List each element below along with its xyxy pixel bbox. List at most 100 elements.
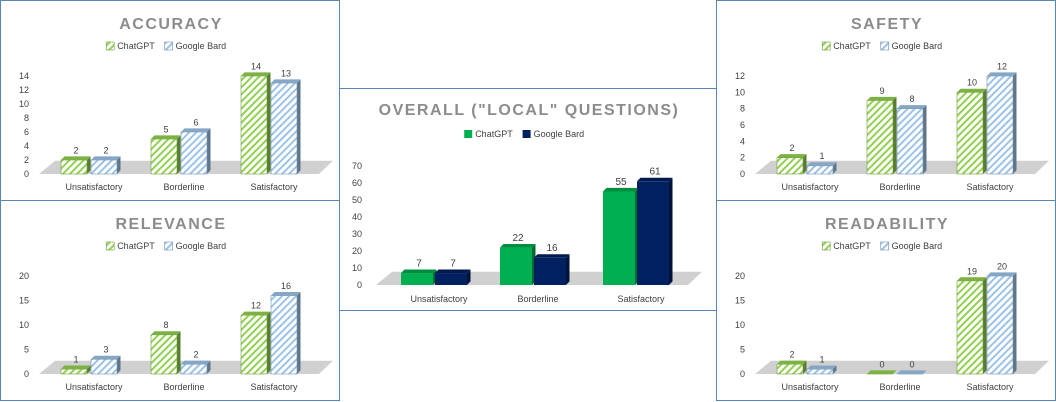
bar-bard-unsatisfactory — [807, 366, 837, 375]
y-tick-label: 12 — [19, 85, 29, 95]
y-tick-label: 10 — [735, 87, 745, 97]
bar-bard-satisfactory — [637, 178, 673, 285]
bar-value-label: 1 — [819, 355, 824, 365]
y-tick-label: 15 — [735, 296, 745, 306]
legend-label: ChatGPT — [833, 41, 871, 51]
bar-value-label: 0 — [909, 359, 914, 369]
bar-chatgpt-unsatisfactory — [61, 156, 91, 174]
legend-label: ChatGPT — [833, 241, 871, 251]
y-tick-label: 30 — [352, 229, 362, 239]
bar-bard-unsatisfactory — [91, 156, 121, 174]
x-category-label: Unsatisfactory — [781, 182, 839, 192]
y-tick-label: 60 — [352, 178, 362, 188]
bar-chatgpt-satisfactory — [241, 72, 271, 174]
y-tick-label: 20 — [352, 246, 362, 256]
bar-value-label: 14 — [251, 61, 261, 71]
bar-value-label: 2 — [789, 143, 794, 153]
bar-value-label: 2 — [103, 145, 108, 155]
y-tick-label: 70 — [352, 161, 362, 171]
y-tick-label: 10 — [19, 320, 29, 330]
x-category-label: Borderline — [879, 182, 920, 192]
x-category-label: Satisfactory — [250, 382, 298, 392]
legend-swatch-bard — [523, 130, 531, 138]
legend-label: ChatGPT — [475, 129, 513, 139]
bar-value-label: 61 — [649, 167, 661, 178]
bar-chatgpt-unsatisfactory — [401, 270, 437, 286]
bar-value-label: 20 — [997, 261, 1007, 271]
y-tick-label: 40 — [352, 212, 362, 222]
y-tick-label: 15 — [19, 296, 29, 306]
legend-swatch-chatgpt — [464, 130, 472, 138]
bar-value-label: 8 — [163, 320, 168, 330]
bar-bard-satisfactory — [271, 79, 301, 174]
bar-chatgpt-satisfactory — [957, 277, 987, 374]
bar-bard-borderline — [181, 361, 211, 374]
y-tick-label: 10 — [19, 99, 29, 109]
bar-value-label: 16 — [281, 281, 291, 291]
chart-title: SAFETY — [851, 16, 923, 33]
x-category-label: Borderline — [879, 382, 920, 392]
bar-chatgpt-borderline — [151, 331, 181, 374]
bar-chatgpt-borderline — [151, 135, 181, 174]
x-category-label: Unsatisfactory — [65, 182, 123, 192]
chart-safety: SAFETY ChatGPT Google Bard 0 2 4 6 8 10 12 Unsatis… — [717, 1, 1056, 202]
chart-title: RELEVANCE — [116, 216, 227, 233]
bar-value-label: 6 — [193, 117, 198, 127]
bar-chatgpt-borderline — [500, 244, 536, 285]
bar-chatgpt-unsatisfactory — [61, 366, 91, 375]
legend-label: Google Bard — [176, 41, 227, 51]
y-tick-label: 2 — [740, 153, 745, 163]
bar-value-label: 7 — [416, 259, 422, 270]
y-tick-label: 0 — [740, 369, 745, 379]
legend-swatch-chatgpt — [106, 42, 114, 50]
y-tick-label: 50 — [352, 195, 362, 205]
legend-swatch-bard — [881, 242, 889, 250]
y-tick-label: 0 — [740, 169, 745, 179]
y-tick-label: 14 — [19, 71, 29, 81]
bar-value-label: 3 — [103, 345, 108, 355]
legend-label: Google Bard — [892, 241, 943, 251]
bar-value-label: 2 — [789, 350, 794, 360]
x-category-label: Unsatisfactory — [781, 382, 839, 392]
legend-label: Google Bard — [892, 41, 943, 51]
legend-swatch-bard — [881, 42, 889, 50]
x-category-label: Borderline — [163, 182, 204, 192]
y-tick-label: 8 — [24, 113, 29, 123]
bar-value-label: 12 — [997, 61, 1007, 71]
bar-bard-borderline — [897, 105, 927, 174]
chart-title: READABILITY — [825, 216, 949, 233]
legend-swatch-chatgpt — [822, 242, 830, 250]
y-tick-label: 2 — [24, 155, 29, 165]
legend-swatch-chatgpt — [822, 42, 830, 50]
y-tick-label: 8 — [740, 104, 745, 114]
bar-value-label: 7 — [450, 259, 456, 270]
y-tick-label: 20 — [735, 271, 745, 281]
bar-bard-borderline — [534, 254, 570, 285]
x-category-label: Borderline — [163, 382, 204, 392]
chart-panel-safety: SAFETY ChatGPT Google Bard 0 2 4 6 8 10 12 Unsatis… — [716, 0, 1056, 201]
bar-bard-satisfactory — [987, 72, 1017, 174]
bar-value-label: 2 — [193, 350, 198, 360]
bar-chatgpt-borderline — [867, 97, 897, 174]
y-tick-label: 4 — [740, 136, 745, 146]
bar-bard-satisfactory — [271, 292, 301, 374]
x-category-label: Borderline — [517, 294, 558, 304]
bar-chatgpt-satisfactory — [603, 188, 639, 285]
bar-chatgpt-borderline — [867, 370, 897, 374]
bar-chatgpt-satisfactory — [957, 89, 987, 174]
bar-value-label: 55 — [615, 177, 627, 188]
y-tick-label: 0 — [357, 280, 362, 290]
bar-bard-borderline — [897, 370, 927, 374]
bar-bard-satisfactory — [987, 272, 1017, 374]
legend-swatch-bard — [165, 242, 173, 250]
y-tick-label: 5 — [24, 345, 29, 355]
legend-swatch-chatgpt — [106, 242, 114, 250]
bar-value-label: 1 — [73, 355, 78, 365]
y-tick-label: 6 — [740, 120, 745, 130]
